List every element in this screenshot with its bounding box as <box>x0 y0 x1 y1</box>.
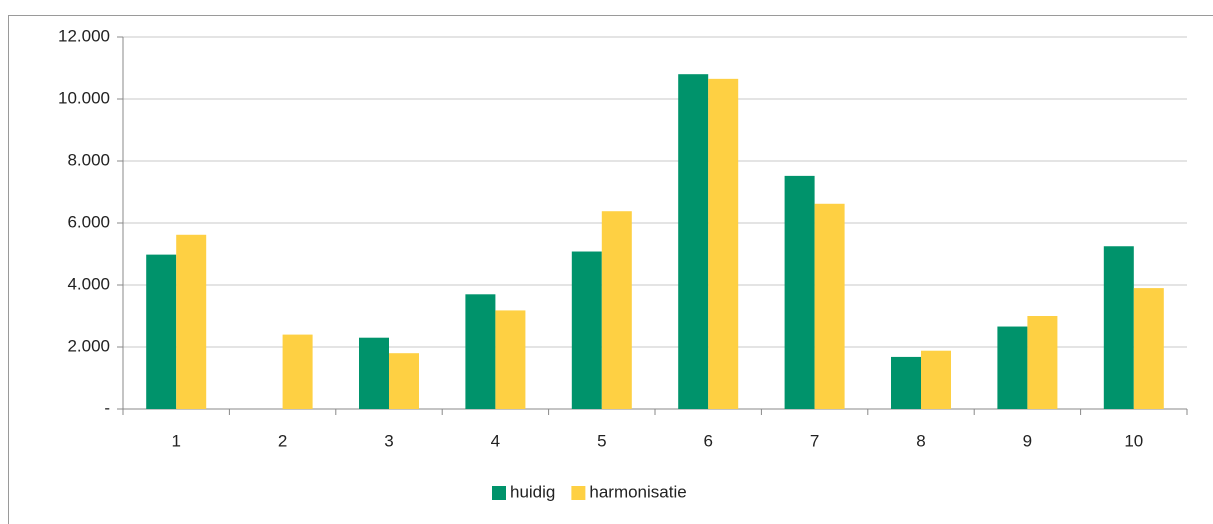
x-tick-label: 6 <box>703 431 712 450</box>
bar <box>176 234 207 409</box>
y-tick-label: 2.000 <box>67 336 110 355</box>
bar <box>1133 288 1164 409</box>
y-tick-label: 4.000 <box>67 274 110 293</box>
bar <box>495 310 526 409</box>
legend-label: harmonisatie <box>589 482 686 501</box>
chart-frame <box>8 15 1213 524</box>
bar <box>282 334 313 409</box>
x-tick-label: 1 <box>171 431 180 450</box>
legend-swatch <box>492 486 506 500</box>
y-tick-label: 6.000 <box>67 212 110 231</box>
bar <box>1103 246 1134 409</box>
bar <box>814 203 845 409</box>
bar <box>571 251 602 409</box>
bar <box>708 78 739 409</box>
x-tick-label: 3 <box>384 431 393 450</box>
bar <box>784 175 815 409</box>
x-tick-label: 9 <box>1023 431 1032 450</box>
bar <box>891 356 921 409</box>
x-tick-label: 2 <box>278 431 287 450</box>
bar <box>359 337 389 409</box>
bar <box>146 254 177 409</box>
bar <box>921 350 951 409</box>
bar <box>601 211 632 409</box>
y-tick-label: - <box>104 398 110 417</box>
x-tick-label: 4 <box>491 431 500 450</box>
x-tick-label: 8 <box>916 431 925 450</box>
x-tick-label: 7 <box>810 431 819 450</box>
y-tick-label: 8.000 <box>67 150 110 169</box>
bar <box>465 294 496 409</box>
bar <box>678 74 709 409</box>
y-tick-label: 10.000 <box>58 88 110 107</box>
bar <box>997 326 1028 409</box>
x-tick-label: 5 <box>597 431 606 450</box>
legend-swatch <box>571 486 586 500</box>
legend-label: huidig <box>510 482 555 501</box>
x-tick-label: 10 <box>1124 431 1143 450</box>
bar <box>1027 316 1058 409</box>
y-tick-label: 12.000 <box>58 26 110 45</box>
bar <box>389 353 419 409</box>
